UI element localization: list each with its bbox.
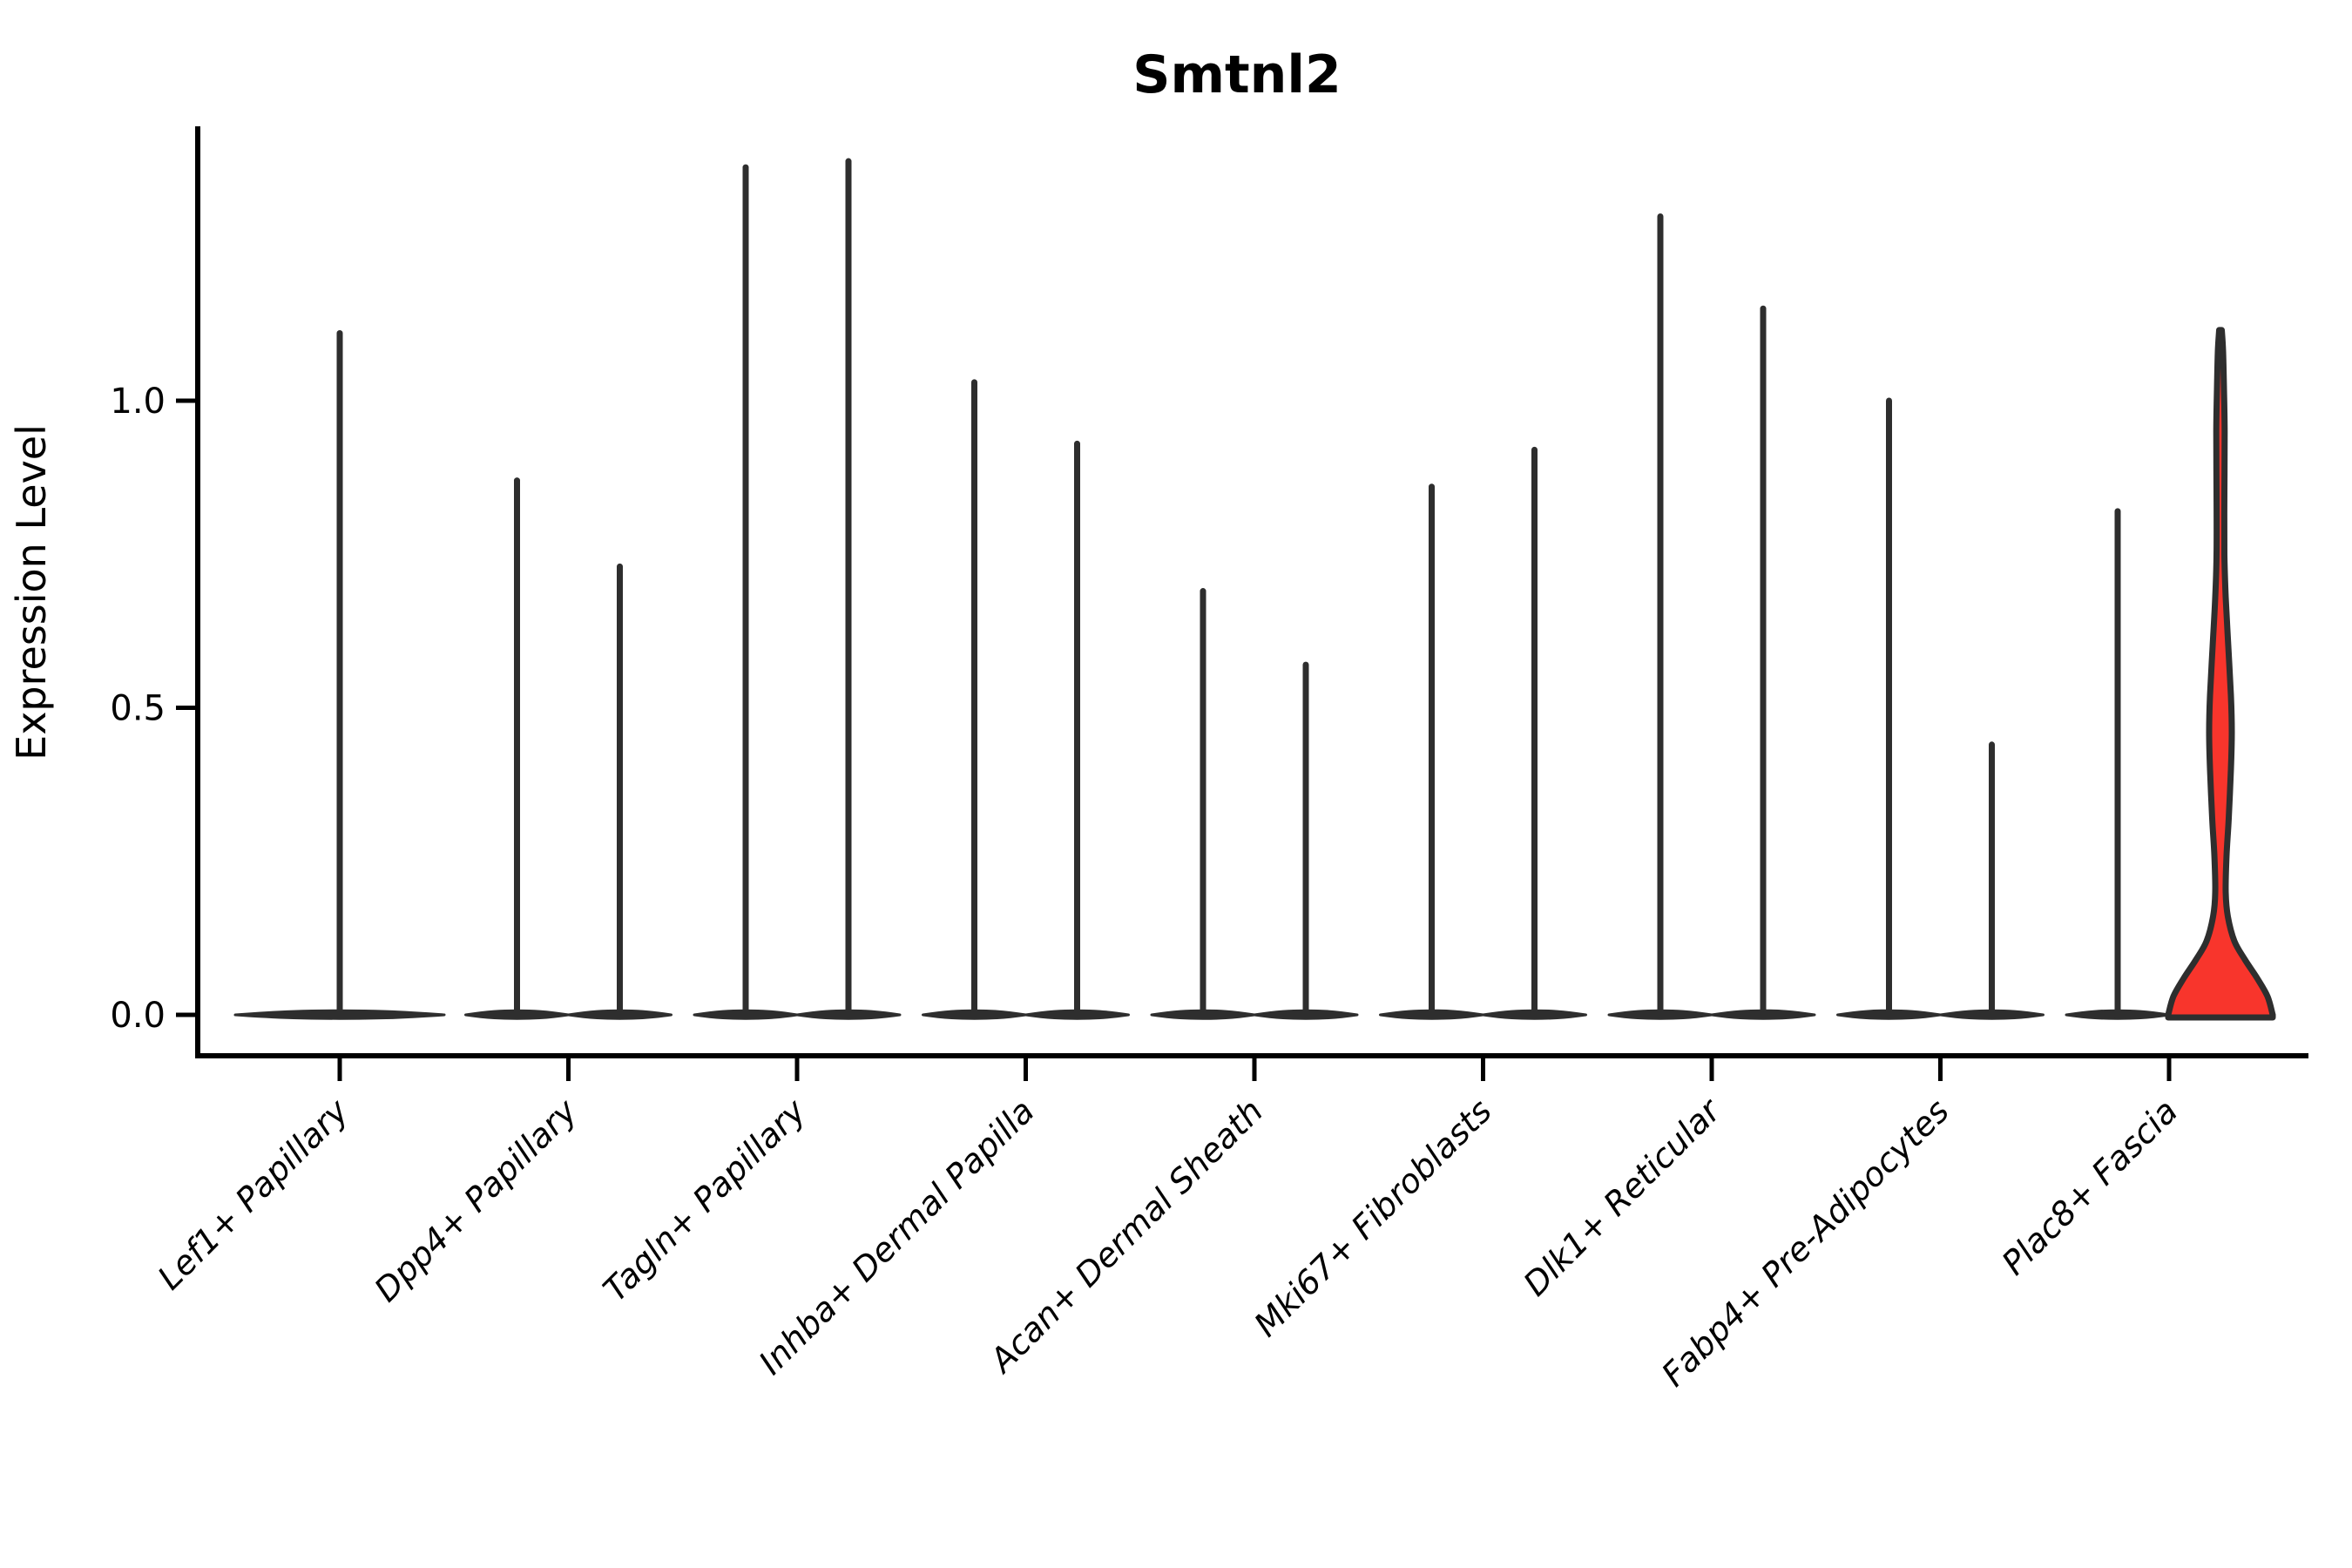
violin-mki67-fibroblasts-2	[1482, 446, 1587, 1020]
violins-group	[233, 158, 2276, 1021]
violin-mki67-fibroblasts-1	[1379, 483, 1484, 1020]
violin-tagln-papillary-2	[795, 158, 902, 1020]
highlighted-violin-plac8-fascia	[2165, 327, 2276, 1021]
y-tick-label: 1.0	[110, 382, 166, 422]
violin-dpp4-papillary-1	[464, 477, 570, 1020]
y-tick-label: 0.5	[110, 689, 166, 729]
violin-lef1-papillary	[233, 329, 446, 1020]
violin-dlk1-reticular-2	[1710, 305, 1816, 1020]
violin-tagln-papillary-1	[693, 164, 799, 1020]
violin-dpp4-papillary-2	[567, 563, 672, 1020]
violin-acan-dermal-sheath-1	[1150, 588, 1256, 1020]
chart-title: Smtnl2	[1132, 44, 1341, 105]
y-tick-label: 0.0	[110, 996, 166, 1036]
violin-inhba-dermal-papilla-2	[1024, 440, 1130, 1020]
y-axis-ticks: 1.0 0.5 0.0	[110, 382, 198, 1036]
violin-fabp4-pre-adipocytes-2	[1939, 741, 2044, 1020]
violin-acan-dermal-sheath-2	[1253, 661, 1359, 1020]
y-axis-label: Expression Level	[8, 424, 55, 760]
